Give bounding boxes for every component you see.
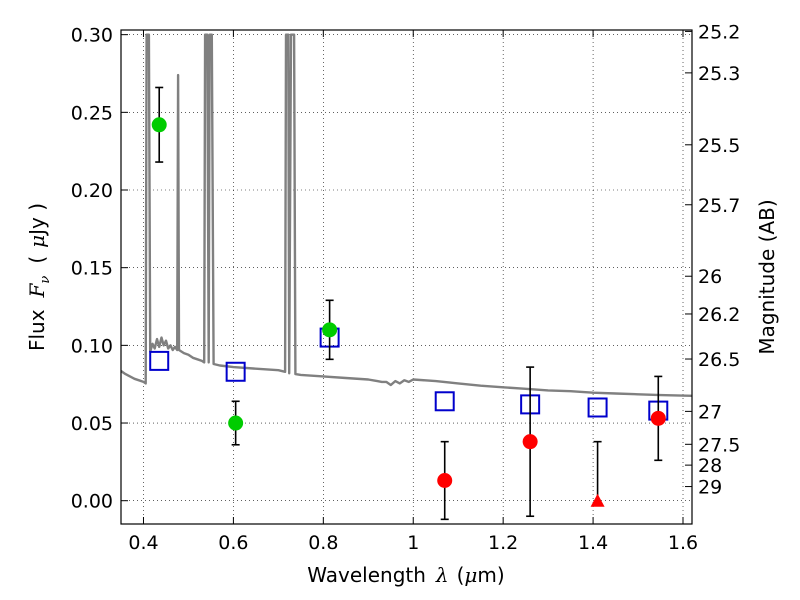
detection-point-red [522,434,538,450]
x-tick-label: 1.6 [668,532,698,554]
model-photometry-square [434,391,455,412]
y-label-symbol: F [25,282,49,298]
y-tick-label: 0.00 [71,491,113,513]
right-tick-label: 29 [698,477,722,499]
y-label-unit-rest: Jy ) [25,203,49,237]
y-axis-label: Flux Fν ( μJy ) [25,203,53,351]
y-label-unit-mu: μ [25,235,49,248]
right-axis-label: Magnitude (AB) [755,199,779,354]
spectrum-line [121,33,692,397]
right-tick-label: 25.5 [698,135,740,157]
detection-point-green [228,415,244,431]
axis-ticks [121,30,692,524]
spectrum-group [121,33,692,397]
x-tick-label: 1 [407,532,419,554]
detection-point-red [650,410,666,426]
model-photometry-square [587,397,608,418]
x-tick-label: 1.4 [578,532,608,554]
right-tick-label: 26.5 [698,349,740,371]
x-axis-label: Wavelength λ (μm) [307,563,504,587]
detection-point-green [151,117,167,133]
right-tick-label: 26.2 [698,304,740,326]
x-tick-label: 1.2 [488,532,518,554]
y-label-subscript: ν [38,276,53,284]
x-label-unit-mu: μ [464,563,477,587]
x-tick-label: 0.4 [128,532,158,554]
model-photometry-square [225,361,246,382]
right-tick-label: 25.3 [698,63,740,85]
y-tick-label: 0.20 [71,180,113,202]
observed-points-group [151,117,666,507]
right-tick-label: 27 [698,401,722,423]
right-tick-label: 26 [698,266,722,288]
right-tick-label: 25.7 [698,195,740,217]
y-label-unit-open: ( [25,256,49,264]
tick-labels: 0.4 0.6 0.8 1 1.2 1.4 1.6 0.00 0.05 0.10 0.15 0.20 0… [71,21,741,554]
x-tick-label: 0.6 [218,532,248,554]
x-tick-label: 0.8 [308,532,338,554]
y-tick-label: 0.30 [71,25,113,47]
upper-limit-triangle [590,493,605,507]
x-label-prefix: Wavelength [307,563,426,587]
x-label-unit-rest: m) [477,563,504,587]
y-tick-label: 0.10 [71,335,113,357]
y-tick-label: 0.25 [71,102,113,124]
right-tick-label: 27.5 [698,434,740,456]
right-tick-label: 28 [698,455,722,477]
y-label-prefix: Flux [25,309,49,351]
x-label-symbol: λ [435,563,449,587]
y-tick-label: 0.15 [71,258,113,280]
plot-content [121,33,692,521]
right-tick-label: 25.2 [698,21,740,43]
detection-point-red [437,473,453,489]
plot-frame [120,29,693,525]
x-label-unit-open: ( [457,563,465,587]
y-tick-label: 0.05 [71,413,113,435]
detection-point-green [322,322,338,338]
model-photometry-square [149,350,170,371]
